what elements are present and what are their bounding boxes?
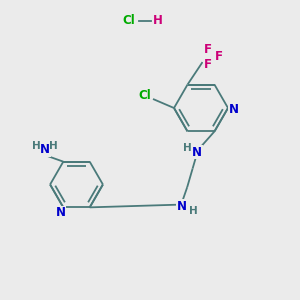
Text: H: H [49, 141, 58, 151]
Text: F: F [204, 58, 212, 71]
Text: N: N [192, 146, 202, 159]
Text: H: H [183, 142, 192, 153]
Text: N: N [228, 103, 239, 116]
Text: Cl: Cl [138, 89, 151, 102]
Text: F: F [215, 50, 223, 63]
Text: F: F [204, 43, 212, 56]
Text: Cl: Cl [123, 14, 135, 28]
Text: H: H [189, 206, 198, 216]
Text: N: N [56, 206, 66, 219]
Text: H: H [153, 14, 162, 28]
Text: N: N [40, 143, 50, 156]
Text: H: H [32, 141, 41, 151]
Text: N: N [177, 200, 187, 213]
